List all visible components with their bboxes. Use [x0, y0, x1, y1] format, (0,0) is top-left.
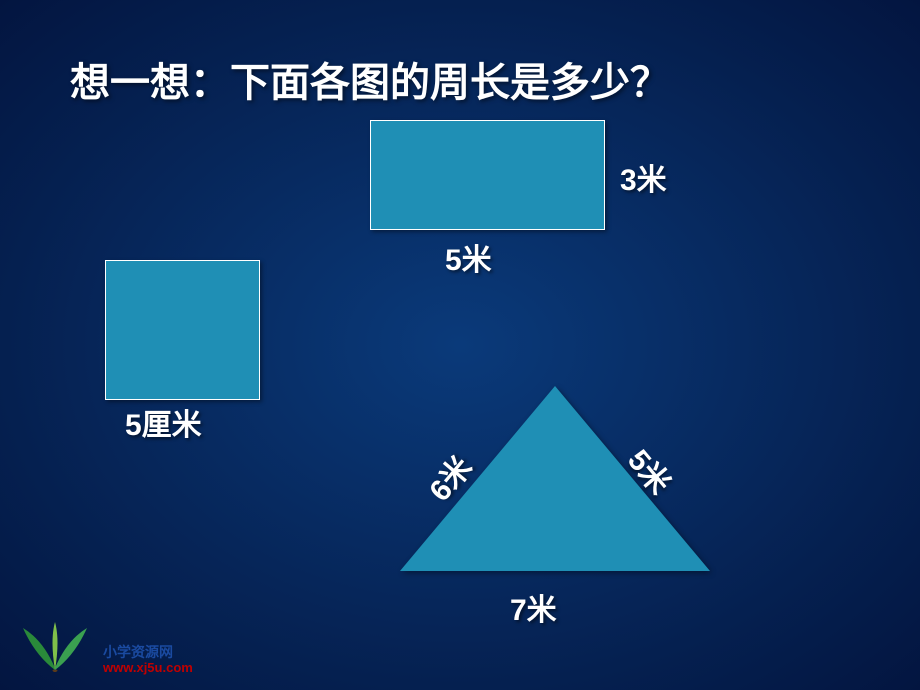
logo-text: 小学资源网 www.xj5u.com: [103, 645, 193, 675]
rectangle-shape: [370, 120, 605, 230]
logo-name: 小学资源网: [103, 645, 193, 660]
triangle-side-c-label: 7米: [510, 585, 557, 629]
logo-url: www.xj5u.com: [103, 661, 193, 675]
leaf-logo-icon: [15, 620, 95, 675]
rectangle-width-label: 5米: [445, 235, 492, 279]
square-shape: [105, 260, 260, 400]
logo-container: 小学资源网 www.xj5u.com: [15, 620, 193, 675]
square-side-label: 5厘米: [125, 400, 202, 444]
page-title: 想一想：下面各图的周长是多少？: [70, 50, 670, 108]
rectangle-height-label: 3米: [620, 155, 667, 199]
